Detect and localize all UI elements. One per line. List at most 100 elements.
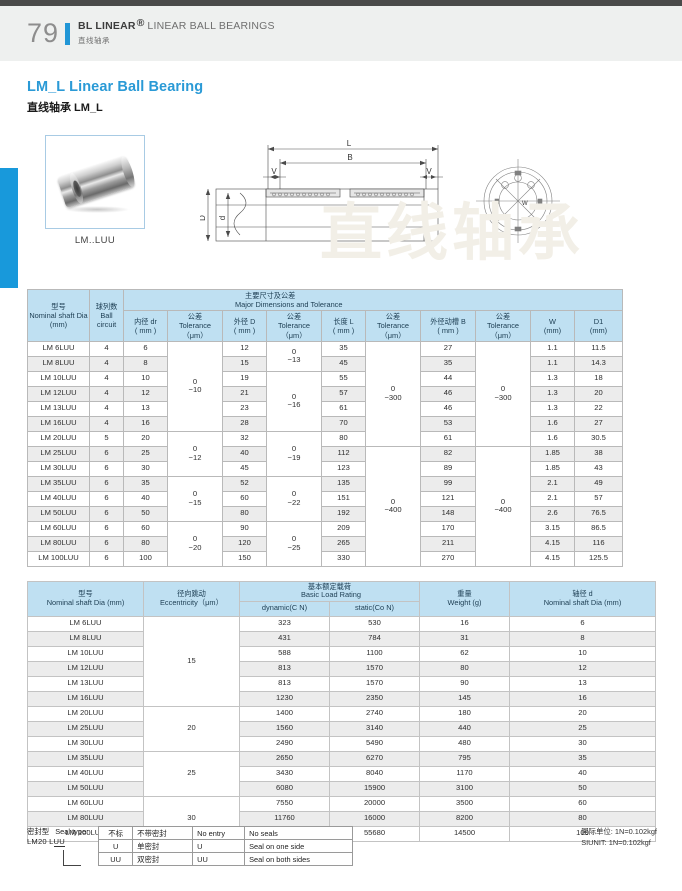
cell-D1: 22 bbox=[574, 400, 623, 417]
cell-bore-dr: 80 bbox=[123, 535, 168, 552]
cell-static-load: 8040 bbox=[329, 765, 420, 782]
cell-ball-circuit: 6 bbox=[89, 520, 124, 537]
cell-static-load: 3140 bbox=[329, 720, 420, 737]
cell-static-load: 1570 bbox=[329, 675, 420, 692]
cell-static-load: 1100 bbox=[329, 645, 420, 662]
cell-shaft-dia: 80 bbox=[509, 810, 656, 827]
seal-legend-en: Seal type: bbox=[55, 827, 89, 836]
dimensions-table-body: LM 6LUU 4 6 0 −10 12 0 −13 35 0 −300 27 0 −300 1.1 11.5… bbox=[27, 340, 623, 567]
cell-bore-dr: 40 bbox=[123, 490, 168, 507]
cell-weight: 31 bbox=[419, 630, 510, 647]
table-row: LM 35LUU 25 2650 6270 795 35 bbox=[27, 750, 656, 797]
cell-shaft-dia: 40 bbox=[509, 765, 656, 782]
cell-eccentricity: 15 bbox=[143, 615, 240, 707]
table-row: LM 6LUU 15 323 530 16 6 bbox=[27, 615, 656, 707]
cell-bore-dr: 6 bbox=[123, 340, 168, 357]
cell-eccentricity: 25 bbox=[143, 750, 240, 797]
cell-length-tolerance: 0 −400 bbox=[365, 445, 421, 567]
cell-D1: 116 bbox=[574, 535, 623, 552]
table-row: LM 8LUU 431 784 31 8 bbox=[27, 630, 656, 647]
cell-groove-B: 89 bbox=[420, 460, 476, 477]
cell-length-L: 45 bbox=[321, 355, 366, 372]
cell-weight: 62 bbox=[419, 645, 510, 662]
brand-block: BL LINEAR ® LINEAR BALL BEARINGS 直线轴承 bbox=[78, 18, 275, 45]
cell-static-load: 530 bbox=[329, 615, 420, 632]
cell-bore-dr: 50 bbox=[123, 505, 168, 522]
cell-groove-B: 270 bbox=[420, 550, 476, 567]
cell-outer-tolerance: 0 −13 bbox=[266, 340, 322, 372]
cell-model: LM 10LUU bbox=[27, 645, 144, 662]
cell-static-load: 1570 bbox=[329, 660, 420, 677]
legend-desc-en: Seal on both sides bbox=[244, 852, 354, 866]
table-row: LM 6LUU 4 6 0 −10 12 0 −13 35 0 −300 27 0 −300 1.1 11.5 bbox=[27, 340, 623, 447]
seal-type-table: 不标 不带密封 No entry No seals U 单密封 U Seal on one s… bbox=[98, 826, 354, 866]
th-D1: D1 (mm) bbox=[574, 310, 623, 342]
cell-bore-tolerance: 0 −12 bbox=[167, 430, 223, 477]
bearing-body-illustration bbox=[56, 155, 138, 209]
product-photo-caption: LM..LUU bbox=[74, 235, 116, 246]
cell-model: LM 6LUU bbox=[27, 340, 90, 357]
cell-shaft-dia: 6 bbox=[509, 615, 656, 632]
th2-dynamic: dynamic(C N) bbox=[239, 600, 330, 617]
cell-outer-tolerance: 0 −16 bbox=[266, 370, 322, 432]
cell-model: LM 8LUU bbox=[27, 355, 90, 372]
technical-drawing: 直线轴承 bbox=[198, 127, 670, 279]
table-row: LM 10LUU 588 1100 62 10 bbox=[27, 645, 656, 662]
cell-W: 1.3 bbox=[530, 370, 575, 387]
page-title-cn: 直线轴承 LM_L bbox=[27, 102, 103, 114]
cell-length-L: 192 bbox=[321, 505, 366, 522]
cell-model: LM 30LUU bbox=[27, 460, 90, 477]
bearing-end-cap-right bbox=[118, 155, 138, 189]
cell-bore-dr: 8 bbox=[123, 355, 168, 372]
table-row: LM 16LUU 1230 2350 145 16 bbox=[27, 690, 656, 707]
cell-model: LM 16LUU bbox=[27, 690, 144, 707]
cell-weight: 14500 bbox=[419, 825, 510, 842]
legend-code-cn: UU bbox=[98, 852, 134, 866]
dim-label-B: B bbox=[347, 153, 352, 162]
cell-length-L: 112 bbox=[321, 445, 366, 462]
cell-model: LM 100LUU bbox=[27, 550, 90, 567]
cell-bore-dr: 100 bbox=[123, 550, 168, 567]
cell-length-L: 209 bbox=[321, 520, 366, 537]
table-row: LM 20LUU 5 20 0 −12 32 0 −19 80 61 1.6 30.5 bbox=[27, 430, 623, 477]
table-row: LM 50LUU 6080 15900 3100 50 bbox=[27, 780, 656, 797]
cell-length-tolerance: 0 −300 bbox=[365, 340, 421, 447]
cell-weight: 440 bbox=[419, 720, 510, 737]
th-outer-D: 外径 D( mm ) bbox=[222, 310, 267, 342]
cell-dynamic-load: 2650 bbox=[239, 750, 330, 767]
cell-W: 2.1 bbox=[530, 475, 575, 492]
cell-groove-B: 53 bbox=[420, 415, 476, 432]
legend-desc-en: Seal on one side bbox=[244, 839, 354, 853]
th-W: W (mm) bbox=[530, 310, 575, 342]
cell-shaft-dia: 100 bbox=[509, 825, 656, 842]
load-rating-table: 型号 Nominal shaft Dia (mm) 径向跳动 Eccentric… bbox=[27, 580, 656, 842]
cell-D1: 30.5 bbox=[574, 430, 623, 447]
cell-shaft-dia: 8 bbox=[509, 630, 656, 647]
cell-D1: 38 bbox=[574, 445, 623, 462]
cell-outer-D: 90 bbox=[222, 520, 267, 537]
photo-shadow bbox=[64, 206, 130, 213]
cell-ball-circuit: 6 bbox=[89, 490, 124, 507]
cell-groove-B: 44 bbox=[420, 370, 476, 387]
cell-W: 1.1 bbox=[530, 340, 575, 357]
cell-D1: 57 bbox=[574, 490, 623, 507]
cell-length-L: 80 bbox=[321, 430, 366, 447]
cell-bore-dr: 13 bbox=[123, 400, 168, 417]
cell-weight: 3500 bbox=[419, 795, 510, 812]
cell-groove-B: 27 bbox=[420, 340, 476, 357]
cell-outer-D: 23 bbox=[222, 400, 267, 417]
cell-model: LM 40LUU bbox=[27, 765, 144, 782]
cell-model: LM 35LUU bbox=[27, 475, 90, 492]
cell-groove-B: 170 bbox=[420, 520, 476, 537]
cell-model: LM 6LUU bbox=[27, 615, 144, 632]
dim-label-d: d bbox=[218, 216, 227, 220]
cell-model: LM 60LUU bbox=[27, 520, 90, 537]
cell-length-L: 330 bbox=[321, 550, 366, 567]
cell-shaft-dia: 13 bbox=[509, 675, 656, 692]
cell-shaft-dia: 25 bbox=[509, 720, 656, 737]
cell-ball-circuit: 4 bbox=[89, 355, 124, 372]
cell-weight: 1170 bbox=[419, 765, 510, 782]
cell-shaft-dia: 50 bbox=[509, 780, 656, 797]
cell-dynamic-load: 1400 bbox=[239, 705, 330, 722]
cell-weight: 180 bbox=[419, 705, 510, 722]
